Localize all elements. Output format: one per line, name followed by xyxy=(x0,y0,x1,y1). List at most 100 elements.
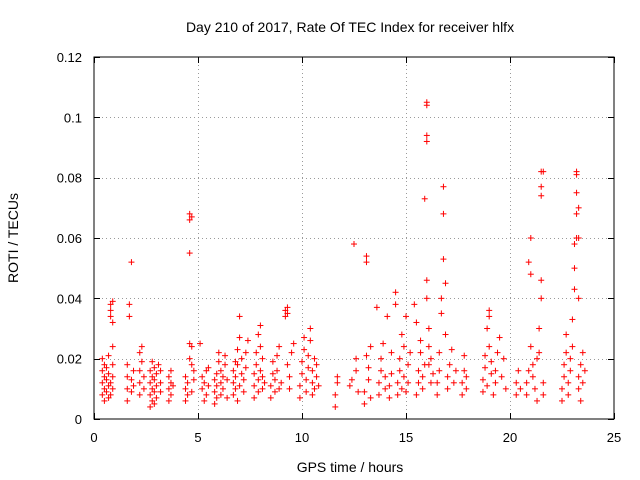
data-point xyxy=(244,337,251,344)
data-point xyxy=(303,376,310,383)
data-point xyxy=(167,379,174,386)
data-point xyxy=(301,346,308,353)
data-point xyxy=(278,379,285,386)
data-point xyxy=(219,385,226,392)
data-point xyxy=(559,385,565,392)
data-point xyxy=(109,319,116,326)
data-point xyxy=(188,388,195,395)
data-point xyxy=(232,373,239,380)
data-point xyxy=(403,313,409,320)
data-point xyxy=(151,388,158,395)
data-point xyxy=(363,259,370,266)
data-point xyxy=(561,373,568,380)
data-point xyxy=(563,331,570,338)
data-point xyxy=(363,253,370,260)
data-point xyxy=(567,367,574,374)
data-point xyxy=(423,138,430,145)
data-point xyxy=(124,373,131,380)
data-point xyxy=(444,373,451,380)
data-point xyxy=(534,397,541,404)
data-point xyxy=(99,355,106,362)
data-point xyxy=(217,391,224,398)
data-point xyxy=(149,385,156,392)
data-point xyxy=(151,376,158,383)
data-point xyxy=(573,210,580,217)
y-tick-label: 0.1 xyxy=(64,110,82,125)
data-point xyxy=(236,334,243,341)
data-point xyxy=(186,355,193,362)
y-tick-label: 0.08 xyxy=(57,171,82,186)
data-point xyxy=(128,376,135,383)
data-point xyxy=(388,349,395,356)
data-point xyxy=(269,358,276,365)
data-point xyxy=(484,382,491,389)
y-tick-label: 0.06 xyxy=(57,231,82,246)
data-point xyxy=(101,373,108,380)
data-point xyxy=(211,376,218,383)
data-point xyxy=(124,385,131,392)
data-point xyxy=(109,385,116,392)
data-point xyxy=(430,370,437,377)
data-point xyxy=(222,361,229,368)
data-point xyxy=(440,210,447,217)
data-point xyxy=(149,358,156,365)
y-tick-label: 0.12 xyxy=(57,50,82,65)
x-tick-labels: 0 5 10 15 20 25 xyxy=(90,430,621,445)
data-point xyxy=(365,364,372,371)
data-point xyxy=(149,397,156,404)
data-point xyxy=(303,388,310,395)
data-point xyxy=(140,385,147,392)
data-point xyxy=(276,343,283,350)
data-point xyxy=(188,361,195,368)
data-point xyxy=(136,367,143,374)
data-point xyxy=(538,277,545,284)
data-point xyxy=(203,391,210,398)
data-point xyxy=(373,304,380,311)
data-point xyxy=(236,313,243,320)
data-point xyxy=(213,370,220,377)
data-point xyxy=(107,313,114,320)
data-point xyxy=(538,183,545,190)
data-point xyxy=(405,379,412,386)
data-point xyxy=(307,337,314,344)
data-point xyxy=(440,256,447,263)
data-point xyxy=(365,376,372,383)
data-point xyxy=(105,382,112,389)
data-point xyxy=(423,295,430,302)
data-point xyxy=(571,286,578,293)
data-point xyxy=(450,379,457,386)
data-point xyxy=(425,343,432,350)
data-point xyxy=(440,183,447,190)
data-point xyxy=(579,349,586,356)
y-tick-labels: 0 0.02 0.04 0.06 0.08 0.1 0.12 xyxy=(57,50,82,427)
data-point xyxy=(463,373,470,380)
grid xyxy=(94,57,614,419)
data-point xyxy=(296,394,303,401)
data-point xyxy=(536,325,543,332)
data-point xyxy=(529,361,536,368)
data-point xyxy=(103,364,110,371)
data-point xyxy=(282,307,289,314)
data-point xyxy=(301,334,308,341)
data-point xyxy=(284,361,291,368)
data-point xyxy=(513,379,520,386)
data-point xyxy=(153,370,160,377)
data-point xyxy=(423,132,430,139)
data-point xyxy=(157,379,164,386)
x-tick-label: 25 xyxy=(607,430,621,445)
data-point xyxy=(436,349,443,356)
data-point xyxy=(523,379,530,386)
data-point xyxy=(392,289,399,296)
data-point xyxy=(573,189,580,196)
data-point xyxy=(236,382,243,389)
data-point xyxy=(575,204,582,211)
data-point xyxy=(271,388,278,395)
data-point xyxy=(217,367,224,374)
data-point xyxy=(438,295,445,302)
data-point xyxy=(124,397,131,404)
data-point xyxy=(529,373,536,380)
data-point xyxy=(417,337,424,344)
data-point xyxy=(136,349,143,356)
data-point xyxy=(128,259,135,266)
data-point xyxy=(573,168,580,175)
